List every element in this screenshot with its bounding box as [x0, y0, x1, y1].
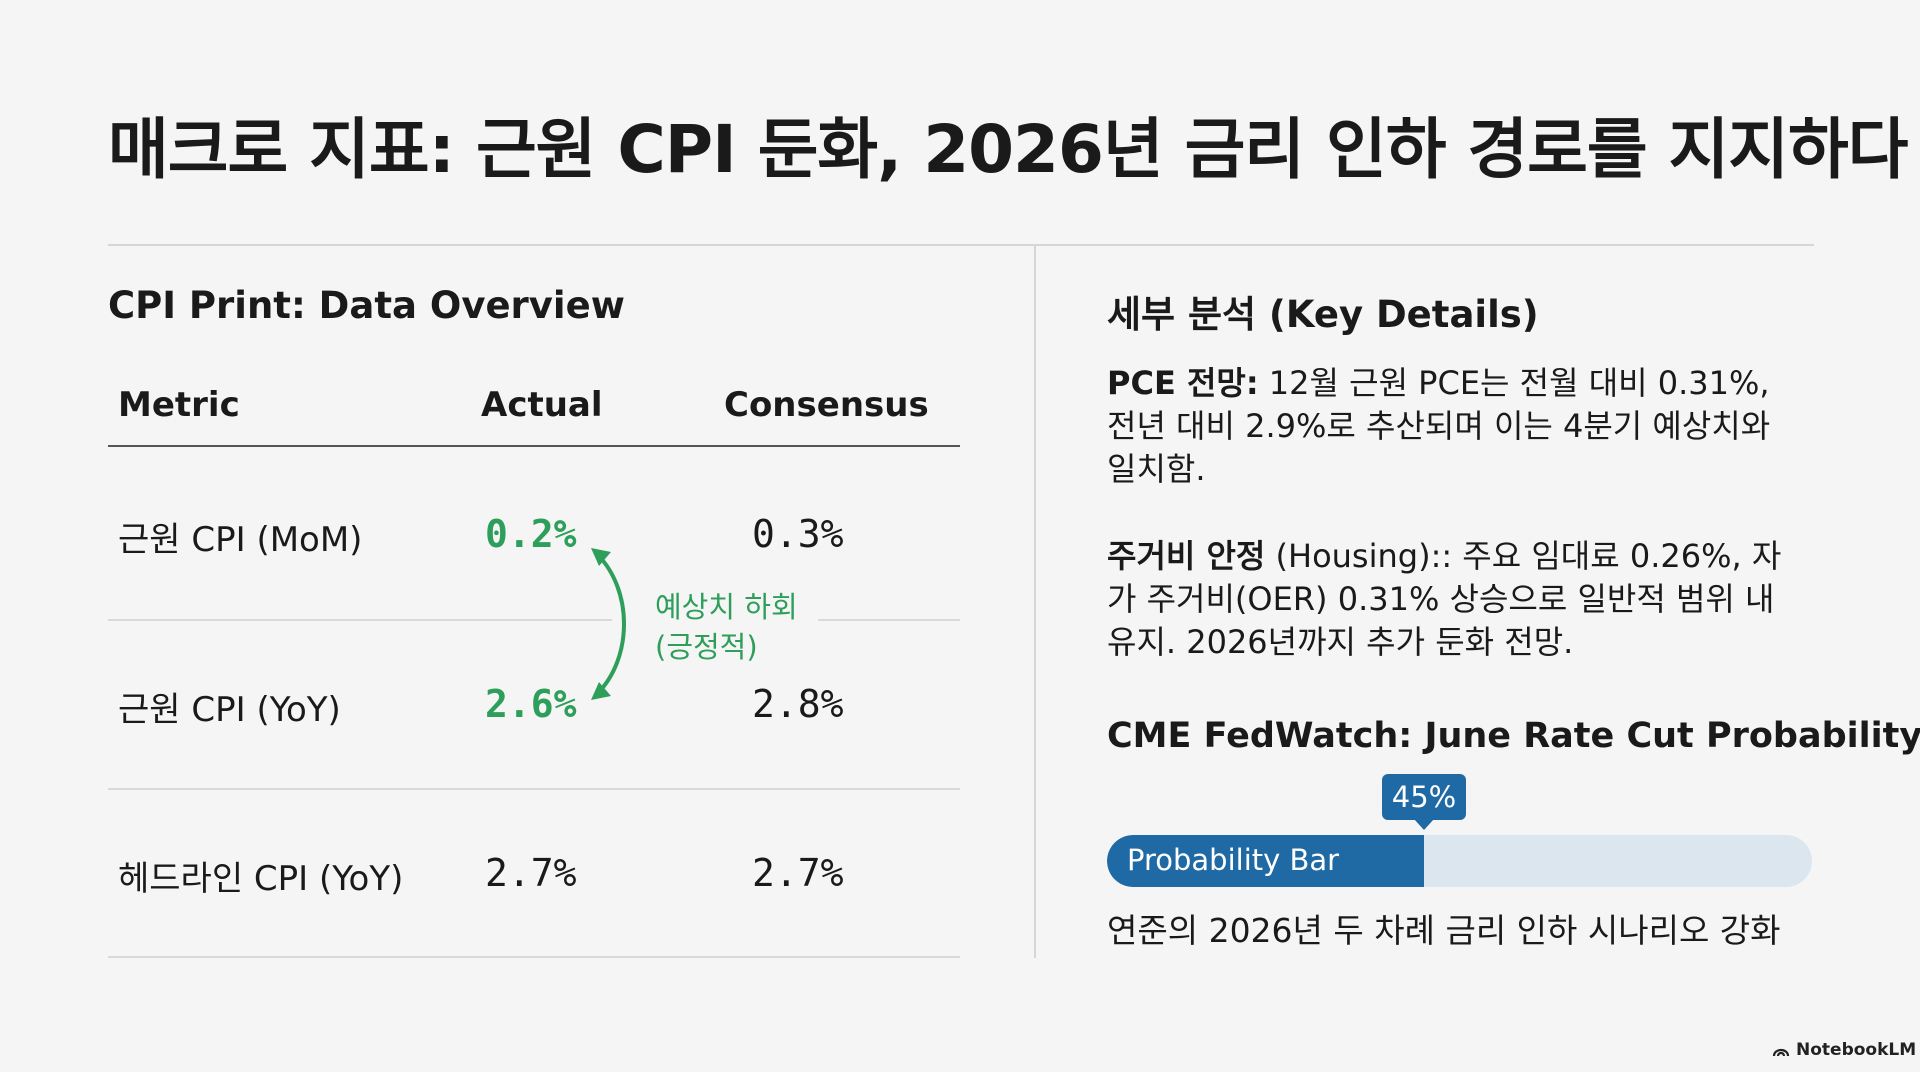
probability-badge: 45%: [1382, 774, 1466, 830]
housing-label: 주거비 안정: [1107, 537, 1266, 575]
row-divider: [108, 788, 960, 790]
row-actual: 0.2%: [485, 512, 577, 556]
probability-bar-fill: [1107, 835, 1424, 887]
row-divider: [108, 619, 960, 621]
row-divider-gap: [612, 612, 818, 628]
column-header-actual: Actual: [481, 385, 603, 425]
data-overview-heading: CPI Print: Data Overview: [108, 284, 625, 327]
column-divider: [1034, 246, 1036, 958]
beat-note-line: (긍정적): [655, 630, 758, 664]
row-actual: 2.6%: [485, 682, 577, 726]
pce-text: 12월 근원 PCE는 전월 대비 0.31%, 전년 대비 2.9%로 추산되…: [1107, 364, 1771, 488]
row-consensus: 2.8%: [752, 682, 844, 726]
probability-bar-track: Probability Bar: [1107, 835, 1812, 887]
housing-text: 주요 임대료 0.26%, 자가 주거비(OER) 0.31% 상승으로 일반적…: [1107, 537, 1782, 661]
housing-paragraph: 주거비 안정 (Housing):: 주요 임대료 0.26%, 자가 주거비(…: [1107, 535, 1807, 664]
brand-label: NotebookLM: [1796, 1040, 1917, 1060]
beat-note: 예상치 하회 (긍정적): [655, 587, 798, 667]
page-title: 매크로 지표: 근원 CPI 둔화, 2026년 금리 인하 경로를 지지하다: [108, 111, 1908, 188]
row-metric: 근원 CPI (YoY): [118, 690, 341, 730]
notebooklm-logo-icon: [1772, 1048, 1790, 1057]
fedwatch-caption: 연준의 2026년 두 차례 금리 인하 시나리오 강화: [1107, 911, 1781, 950]
title-divider: [108, 244, 1814, 246]
row-consensus: 2.7%: [752, 851, 844, 895]
housing-label-suffix: (Housing)::: [1265, 537, 1453, 575]
key-details-heading: 세부 분석 (Key Details): [1107, 293, 1539, 336]
beat-note-line: 예상치 하회: [655, 590, 798, 624]
row-metric: 근원 CPI (MoM): [118, 520, 363, 560]
pce-paragraph: PCE 전망: 12월 근원 PCE는 전월 대비 0.31%, 전년 대비 2…: [1107, 362, 1807, 491]
pce-label: PCE 전망:: [1107, 364, 1259, 402]
column-header-consensus: Consensus: [724, 385, 929, 425]
row-actual: 2.7%: [485, 851, 577, 895]
column-header-metric: Metric: [118, 385, 240, 425]
probability-bar-label: Probability Bar: [1127, 843, 1340, 877]
row-divider: [108, 956, 960, 958]
double-arrow-icon: [591, 548, 626, 700]
fedwatch-heading: CME FedWatch: June Rate Cut Probability: [1107, 716, 1920, 756]
row-consensus: 0.3%: [752, 512, 844, 556]
row-metric: 헤드라인 CPI (YoY): [118, 859, 404, 899]
table-header-rule: [108, 445, 960, 447]
